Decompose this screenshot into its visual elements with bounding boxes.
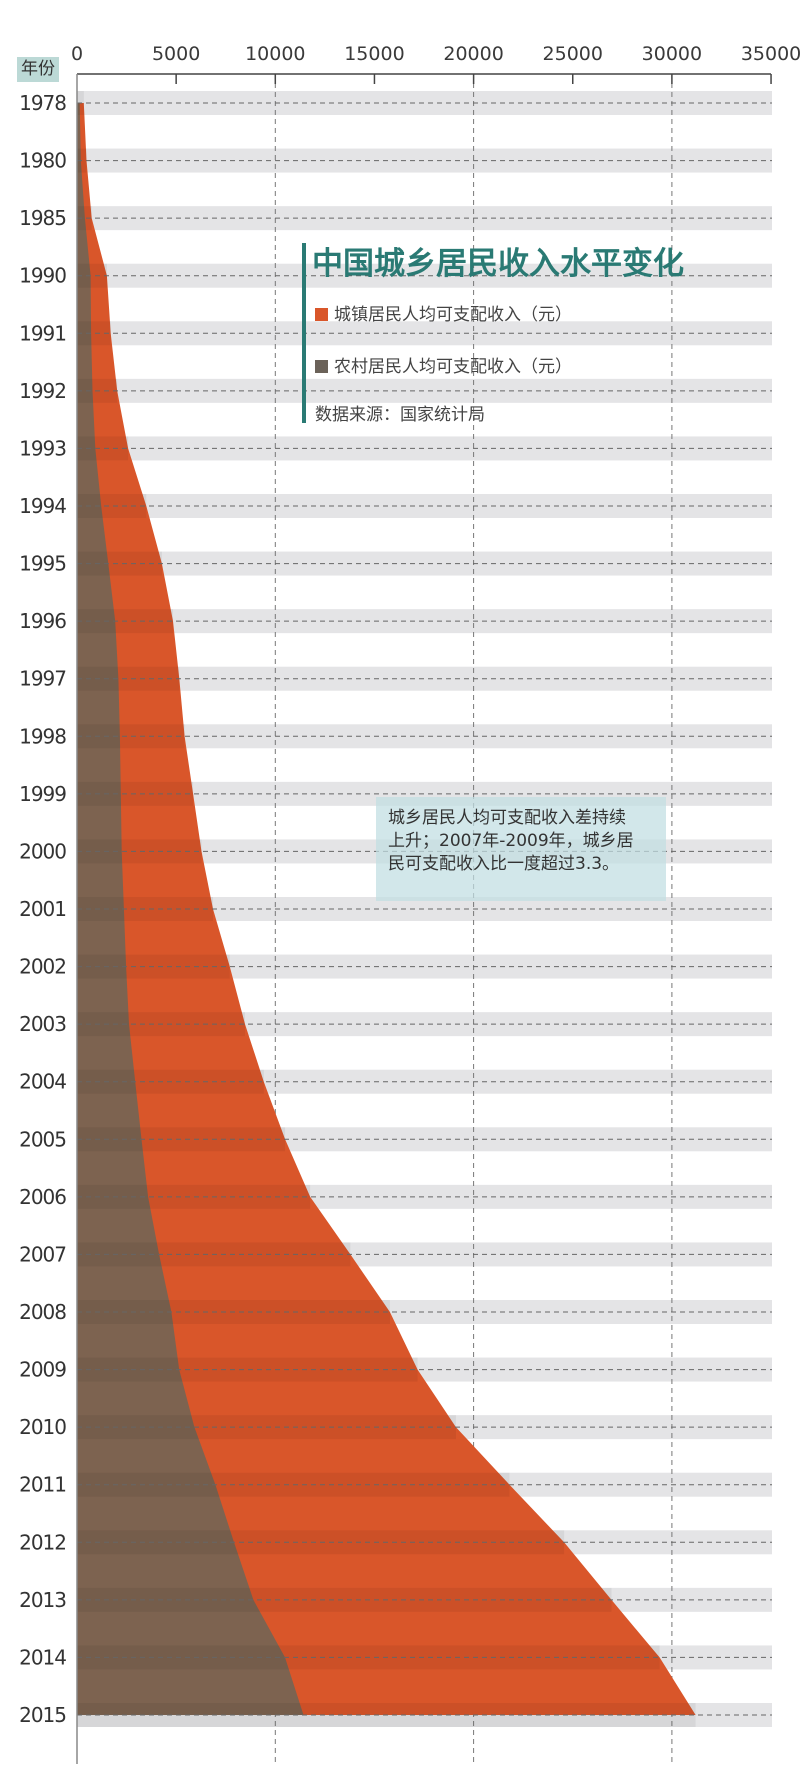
year-label: 1998 [19,724,66,748]
annotation-line: 城乡居民人均可支配收入差持续 [388,808,626,828]
year-label: 1997 [19,667,66,691]
year-label: 2007 [19,1242,66,1266]
row-band [77,609,772,634]
year-label: 2009 [19,1358,66,1382]
year-label: 2011 [19,1473,66,1497]
year-label: 2003 [19,1012,66,1036]
horizontal-gridlines [77,102,772,1716]
area-band-shade [77,666,180,691]
x-tick-label: 10000 [245,43,305,65]
legend-swatch-rural-icon [315,360,328,373]
year-label: 1990 [19,264,66,288]
year-label: 1996 [19,609,66,633]
year-label: 2000 [19,839,66,863]
area-band-shade [77,436,129,461]
y-axis-labels: 1978 1980 1985 1990 1991 1992 1993 1994 1995 1996… [19,91,67,1727]
x-tick-label: 25000 [543,43,603,65]
row-band [77,91,772,115]
area-band-shade [77,551,162,576]
x-tick-label: 0 [71,43,83,65]
row-band [77,436,772,461]
annotation-box: 城乡居民人均可支配收入差持续 上升；2007年-2009年，城乡居 民可支配收入… [376,797,666,901]
row-band [77,666,772,691]
year-label: 2001 [19,897,66,921]
row-band [77,494,772,518]
x-axis: 0 5000 10000 15000 20000 25000 30000 35000 [71,43,800,1764]
year-label: 1985 [19,206,66,230]
year-label: 1978 [19,91,66,115]
year-label: 1995 [19,552,66,576]
x-tick-label: 30000 [642,43,702,65]
annotation-line: 民可支配收入比一度超过3.3。 [388,854,620,874]
legend-accent-bar [302,243,306,423]
year-label: 2012 [19,1530,66,1554]
legend-item-urban: 城镇居民人均可支配收入（元） [315,300,572,325]
data-source: 数据来源：国家统计局 [315,405,485,425]
legend-item-rural: 农村居民人均可支配收入（元） [315,352,572,377]
year-label: 1980 [19,149,66,173]
year-label: 1994 [19,494,66,518]
legend-swatch-urban-icon [315,308,328,321]
x-tick-label: 5000 [152,43,200,65]
row-band [77,551,772,576]
x-tick-label: 35000 [741,43,800,65]
annotation-line: 上升；2007年-2009年，城乡居 [388,831,634,851]
area-band-shade [77,206,92,231]
year-label: 1992 [19,379,66,403]
x-tick-label: 15000 [344,43,404,65]
year-label: 2006 [19,1185,66,1209]
chart-title-text: 中国城乡居民收入水平变化 [312,246,684,282]
row-band [77,206,772,231]
year-label: 2014 [19,1645,66,1669]
chart-title: 中国城乡居民收入水平变化 [312,238,684,283]
year-label: 1999 [19,782,66,806]
year-label: 2015 [19,1703,66,1727]
year-label: 2002 [19,955,66,979]
year-label: 2010 [19,1415,66,1439]
year-label: 1993 [19,436,66,460]
year-label: 2008 [19,1300,66,1324]
y-axis-title: 年份 [17,57,59,82]
area-band-shade [77,724,185,749]
year-label: 2005 [19,1127,66,1151]
year-label: 1991 [19,321,66,345]
year-label: 2013 [19,1588,66,1612]
row-band [77,148,772,173]
legend-label-urban: 城镇居民人均可支配收入（元） [334,305,572,325]
legend-label-rural: 农村居民人均可支配收入（元） [334,357,572,377]
x-tick-label: 20000 [443,43,503,65]
row-band [77,1012,772,1037]
year-label: 2004 [19,1070,66,1094]
